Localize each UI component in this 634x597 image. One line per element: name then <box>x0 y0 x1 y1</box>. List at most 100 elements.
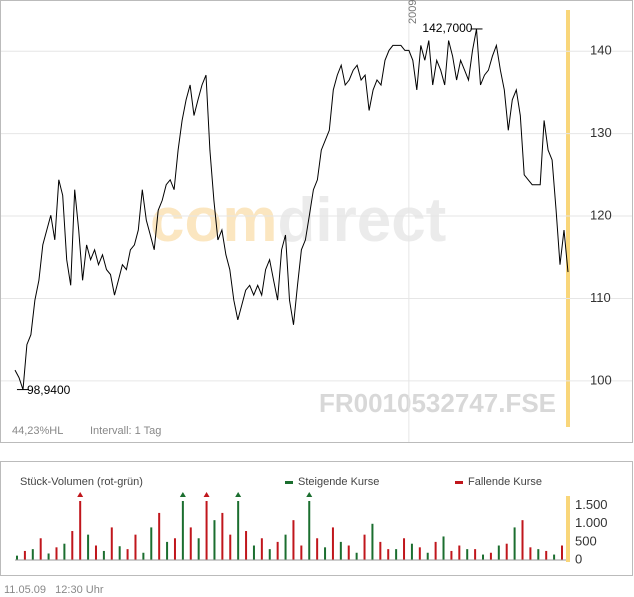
volume-bar <box>395 549 398 560</box>
volume-bar <box>110 527 113 560</box>
volume-bar <box>63 543 66 560</box>
y-tick-label: 110 <box>590 290 611 305</box>
hl-text: 44,23%HL <box>12 425 63 437</box>
volume-bar <box>126 549 129 560</box>
volume-bar <box>474 549 477 560</box>
volume-bar <box>379 541 382 560</box>
volume-bar <box>221 512 224 560</box>
volume-bar <box>442 536 445 560</box>
legend-swatch <box>285 481 293 484</box>
x-tick-label: 2009 <box>407 0 419 24</box>
volume-bar <box>197 538 200 560</box>
volume-bar <box>229 534 232 560</box>
volume-bar <box>387 549 390 560</box>
min-label: 98,9400 <box>27 383 71 397</box>
volume-bar <box>355 552 358 560</box>
volume-bar <box>158 512 161 560</box>
y-tick-label: 130 <box>590 125 612 140</box>
volume-bar <box>142 552 145 560</box>
y-tick-label: 0 <box>575 551 582 566</box>
y-tick-label: 120 <box>590 207 612 222</box>
volume-bar <box>16 555 18 560</box>
y-tick-label: 140 <box>590 43 612 58</box>
volume-bar <box>173 538 176 560</box>
overflow-arrow <box>77 492 84 497</box>
volume-bar <box>505 543 508 560</box>
volume-bar <box>79 501 82 560</box>
volume-bar <box>545 550 548 560</box>
volume-bar <box>237 501 240 560</box>
overflow-arrow <box>235 492 242 497</box>
volume-bar <box>434 541 437 560</box>
y-tick-label: 1.500 <box>575 497 608 512</box>
volume-bar <box>213 520 216 560</box>
volume-bar <box>363 534 366 560</box>
max-label: 142,7000 <box>422 21 472 35</box>
overflow-arrow <box>203 492 210 497</box>
volume-bar <box>529 547 532 560</box>
volume-bar <box>339 541 342 560</box>
volume-bar <box>331 527 334 560</box>
volume-bar <box>308 501 311 560</box>
volume-bar <box>87 534 90 560</box>
volume-bar <box>39 538 42 560</box>
price-line <box>14 28 569 390</box>
volume-bar <box>181 501 184 560</box>
volume-bar <box>561 545 563 560</box>
footer: 11.05.09 12:30 Uhr <box>4 584 104 596</box>
volume-bar <box>150 527 153 560</box>
volume-bar <box>347 545 350 560</box>
volume-bar <box>418 547 421 560</box>
watermark-part: direct <box>277 186 446 255</box>
volume-bar <box>410 543 413 560</box>
price-frame <box>0 0 633 443</box>
volume-bar <box>252 545 255 560</box>
volume-bar <box>292 520 295 560</box>
volume-bar <box>450 550 453 560</box>
volume-bar <box>513 527 516 560</box>
volume-bar <box>489 552 492 560</box>
volume-bar <box>403 538 406 560</box>
price-marker-bar <box>566 10 570 427</box>
legend-label: Steigende Kurse <box>298 476 379 488</box>
legend-swatch <box>455 481 463 484</box>
volume-bar <box>537 549 540 560</box>
volume-bar <box>553 554 556 560</box>
volume-title: Stück-Volumen (rot-grün) <box>20 476 143 488</box>
volume-frame <box>0 461 633 576</box>
volume-bar <box>324 547 327 560</box>
overflow-arrow <box>306 492 313 497</box>
volume-bar <box>23 550 26 560</box>
volume-bar <box>482 554 485 560</box>
overflow-arrow <box>179 492 186 497</box>
volume-bar <box>458 545 461 560</box>
volume-bar <box>47 553 50 560</box>
volume-bar <box>497 545 500 560</box>
volume-bar <box>189 527 192 560</box>
volume-bar <box>134 534 137 560</box>
y-tick-label: 500 <box>575 533 597 548</box>
volume-bar <box>245 531 248 560</box>
volume-bar <box>371 523 374 560</box>
watermark: comdirect <box>150 186 446 255</box>
volume-bar <box>316 538 319 560</box>
volume-bar <box>466 549 469 560</box>
volume-bar <box>118 546 121 560</box>
volume-bar <box>521 520 524 560</box>
legend-label: Fallende Kurse <box>468 476 542 488</box>
volume-bar <box>55 547 58 560</box>
y-tick-label: 1.000 <box>575 515 608 530</box>
volume-bar <box>31 549 34 560</box>
volume-bar <box>205 501 208 560</box>
volume-bar <box>166 541 169 560</box>
isin: FR0010532747.FSE <box>319 388 556 418</box>
volume-bar <box>94 545 97 560</box>
volume-bar <box>268 549 271 560</box>
volume-bar <box>300 545 303 560</box>
y-tick-label: 100 <box>590 372 612 387</box>
volume-bar <box>426 552 429 560</box>
volume-bar <box>71 531 74 560</box>
volume-bar <box>276 541 279 560</box>
volume-bar <box>260 538 263 560</box>
